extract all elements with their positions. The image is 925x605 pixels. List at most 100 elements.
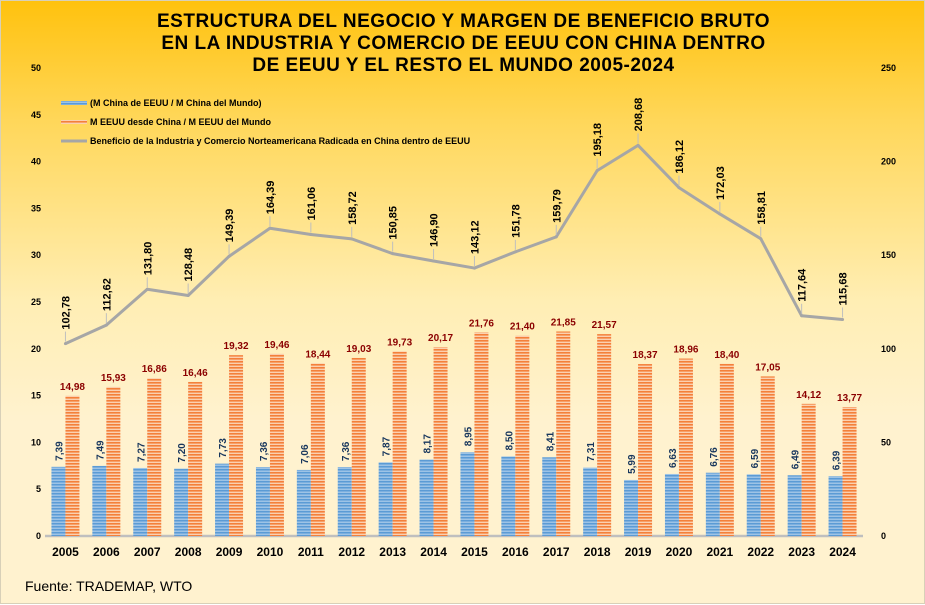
profit-point	[800, 314, 804, 318]
y-left-tick-label: 5	[36, 484, 41, 494]
y-left-tick-label: 15	[31, 391, 41, 401]
bar-china-share	[705, 472, 720, 536]
profit-point	[309, 232, 313, 236]
y-left-tick-label: 35	[31, 203, 41, 213]
y-left-tick-label: 40	[31, 157, 41, 167]
bar-china-data-label: 8,95	[463, 426, 474, 446]
x-tick-label: 2018	[584, 545, 611, 559]
bar-usa-share	[433, 347, 448, 536]
bar-china-data-label: 8,17	[423, 434, 434, 454]
profit-data-label: 102,78	[60, 296, 72, 330]
bar-china-share	[542, 457, 557, 536]
bar-usa-data-label: 21,40	[510, 322, 535, 333]
profit-data-label: 128,48	[183, 248, 195, 282]
title-line-1: ESTRUCTURA DEL NEGOCIO Y MARGEN DE BENEF…	[157, 11, 770, 32]
bar-china-data-label: 6,49	[791, 449, 802, 469]
x-tick-label: 2006	[93, 545, 120, 559]
legend-label-profit: Beneficio de la Industria y Comercio Nor…	[90, 136, 470, 146]
x-tick-label: 2008	[175, 545, 202, 559]
bar-usa-data-label: 18,37	[633, 350, 658, 361]
profit-data-label: 150,85	[388, 206, 400, 240]
x-tick-label: 2012	[338, 545, 365, 559]
bar-usa-data-label: 16,46	[183, 368, 208, 379]
bar-usa-data-label: 14,12	[796, 390, 821, 401]
bar-usa-share	[474, 332, 489, 536]
profit-point	[554, 235, 558, 239]
bar-china-share	[624, 479, 639, 536]
bar-china-share	[215, 463, 230, 536]
bar-usa-share	[638, 364, 653, 536]
bar-usa-share	[556, 331, 571, 536]
profit-point	[391, 252, 395, 256]
y-left-tick-label: 20	[31, 344, 41, 354]
x-tick-label: 2020	[666, 545, 693, 559]
bar-china-data-label: 8,50	[504, 431, 515, 451]
legend-label-china-share: (M China de EEUU / M China del Mundo)	[90, 98, 262, 108]
x-tick-label: 2024	[829, 545, 856, 559]
y-left-tick-label: 30	[31, 250, 41, 260]
bar-china-share	[501, 456, 516, 536]
y-right-tick-label: 0	[881, 531, 886, 541]
bar-usa-data-label: 19,46	[264, 340, 289, 351]
x-tick-label: 2014	[420, 545, 447, 559]
y-left-tick-label: 50	[31, 63, 41, 73]
x-tick-label: 2005	[52, 545, 79, 559]
profit-data-label: 195,18	[592, 123, 604, 157]
profit-point	[841, 317, 845, 321]
profit-point	[718, 212, 722, 216]
bar-usa-data-label: 13,77	[837, 393, 862, 404]
profit-data-label: 143,12	[469, 220, 481, 254]
bar-usa-share	[351, 357, 366, 536]
bar-usa-data-label: 21,85	[551, 317, 576, 328]
bar-china-data-label: 5,99	[627, 454, 638, 474]
profit-point	[227, 254, 231, 258]
y-right-tick-label: 200	[881, 157, 896, 167]
bar-usa-share	[269, 353, 284, 536]
bar-usa-share	[678, 358, 693, 536]
bar-china-data-label: 7,27	[136, 442, 147, 462]
profit-data-label: 151,78	[510, 204, 522, 238]
bar-usa-share	[801, 403, 816, 536]
profit-data-label: 186,12	[674, 140, 686, 174]
bar-china-share	[92, 465, 107, 536]
x-tick-label: 2007	[134, 545, 161, 559]
bar-china-share	[460, 452, 475, 536]
bar-usa-data-label: 21,76	[469, 318, 494, 329]
bar-usa-share	[515, 335, 530, 536]
profit-point	[513, 250, 517, 254]
bar-usa-data-label: 18,40	[714, 350, 739, 361]
bar-china-share	[746, 474, 761, 536]
bar-china-share	[583, 467, 598, 536]
y-right-tick-label: 250	[881, 63, 896, 73]
profit-data-label: 172,03	[715, 166, 727, 200]
y-right-tick-label: 50	[881, 437, 891, 447]
profit-point	[350, 237, 354, 241]
source-note: Fuente: TRADEMAP, WTO	[25, 578, 193, 594]
bar-china-share	[133, 467, 148, 536]
profit-data-label: 208,68	[633, 98, 645, 132]
bar-china-data-label: 7,31	[586, 442, 597, 462]
bar-usa-data-label: 15,93	[101, 373, 126, 384]
bar-china-share	[419, 459, 434, 536]
profit-point	[63, 342, 67, 346]
bar-china-share	[296, 469, 311, 536]
x-tick-label: 2013	[379, 545, 406, 559]
bar-china-share	[378, 462, 393, 536]
x-tick-label: 2019	[625, 545, 652, 559]
bar-china-share	[337, 467, 352, 536]
x-tick-label: 2011	[298, 545, 324, 559]
profit-point	[268, 226, 272, 230]
profit-data-label: 149,39	[224, 209, 236, 243]
bar-china-data-label: 7,87	[382, 436, 393, 456]
profit-point	[472, 266, 476, 270]
profit-point	[104, 323, 108, 327]
bar-china-share	[174, 468, 189, 536]
profit-point	[636, 143, 640, 147]
bar-usa-data-label: 20,17	[428, 333, 453, 344]
bar-usa-share	[106, 386, 121, 536]
profit-line	[64, 143, 843, 345]
profit-data-label: 164,39	[265, 181, 277, 215]
profit-data-label: 161,06	[306, 187, 318, 221]
y-left-tick-label: 10	[31, 437, 41, 447]
